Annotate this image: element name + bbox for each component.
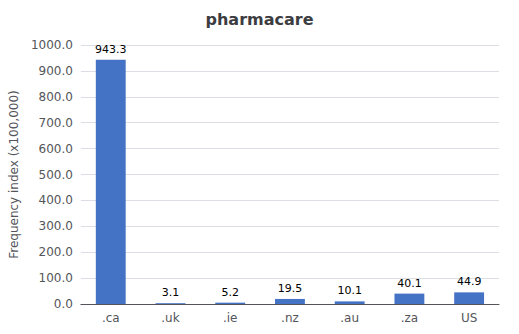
svg-text:.ca: .ca: [102, 311, 120, 325]
svg-text:0.0: 0.0: [54, 297, 73, 311]
svg-text:Frequency index (x100,000): Frequency index (x100,000): [7, 90, 21, 259]
svg-text:40.1: 40.1: [397, 277, 422, 290]
svg-text:.nz: .nz: [281, 311, 299, 325]
svg-text:3.1: 3.1: [162, 286, 180, 299]
svg-text:44.9: 44.9: [457, 275, 482, 288]
svg-text:10.1: 10.1: [337, 284, 362, 297]
svg-text:100.0: 100.0: [39, 271, 73, 285]
svg-text:400.0: 400.0: [39, 193, 73, 207]
svg-text:pharmacare: pharmacare: [205, 10, 313, 29]
svg-text:.uk: .uk: [161, 311, 179, 325]
svg-text:300.0: 300.0: [39, 219, 73, 233]
svg-text:1000.0: 1000.0: [31, 38, 73, 52]
svg-text:800.0: 800.0: [39, 90, 73, 104]
svg-text:900.0: 900.0: [39, 64, 73, 78]
svg-text:US: US: [461, 311, 477, 325]
svg-text:19.5: 19.5: [278, 282, 303, 295]
svg-text:600.0: 600.0: [39, 142, 73, 156]
svg-text:.au: .au: [340, 311, 359, 325]
svg-text:5.2: 5.2: [221, 286, 239, 299]
svg-text:500.0: 500.0: [39, 168, 73, 182]
svg-text:.za: .za: [401, 311, 418, 325]
svg-text:700.0: 700.0: [39, 116, 73, 130]
svg-text:943.3: 943.3: [95, 43, 127, 56]
svg-text:.ie: .ie: [223, 311, 238, 325]
svg-text:200.0: 200.0: [39, 245, 73, 259]
